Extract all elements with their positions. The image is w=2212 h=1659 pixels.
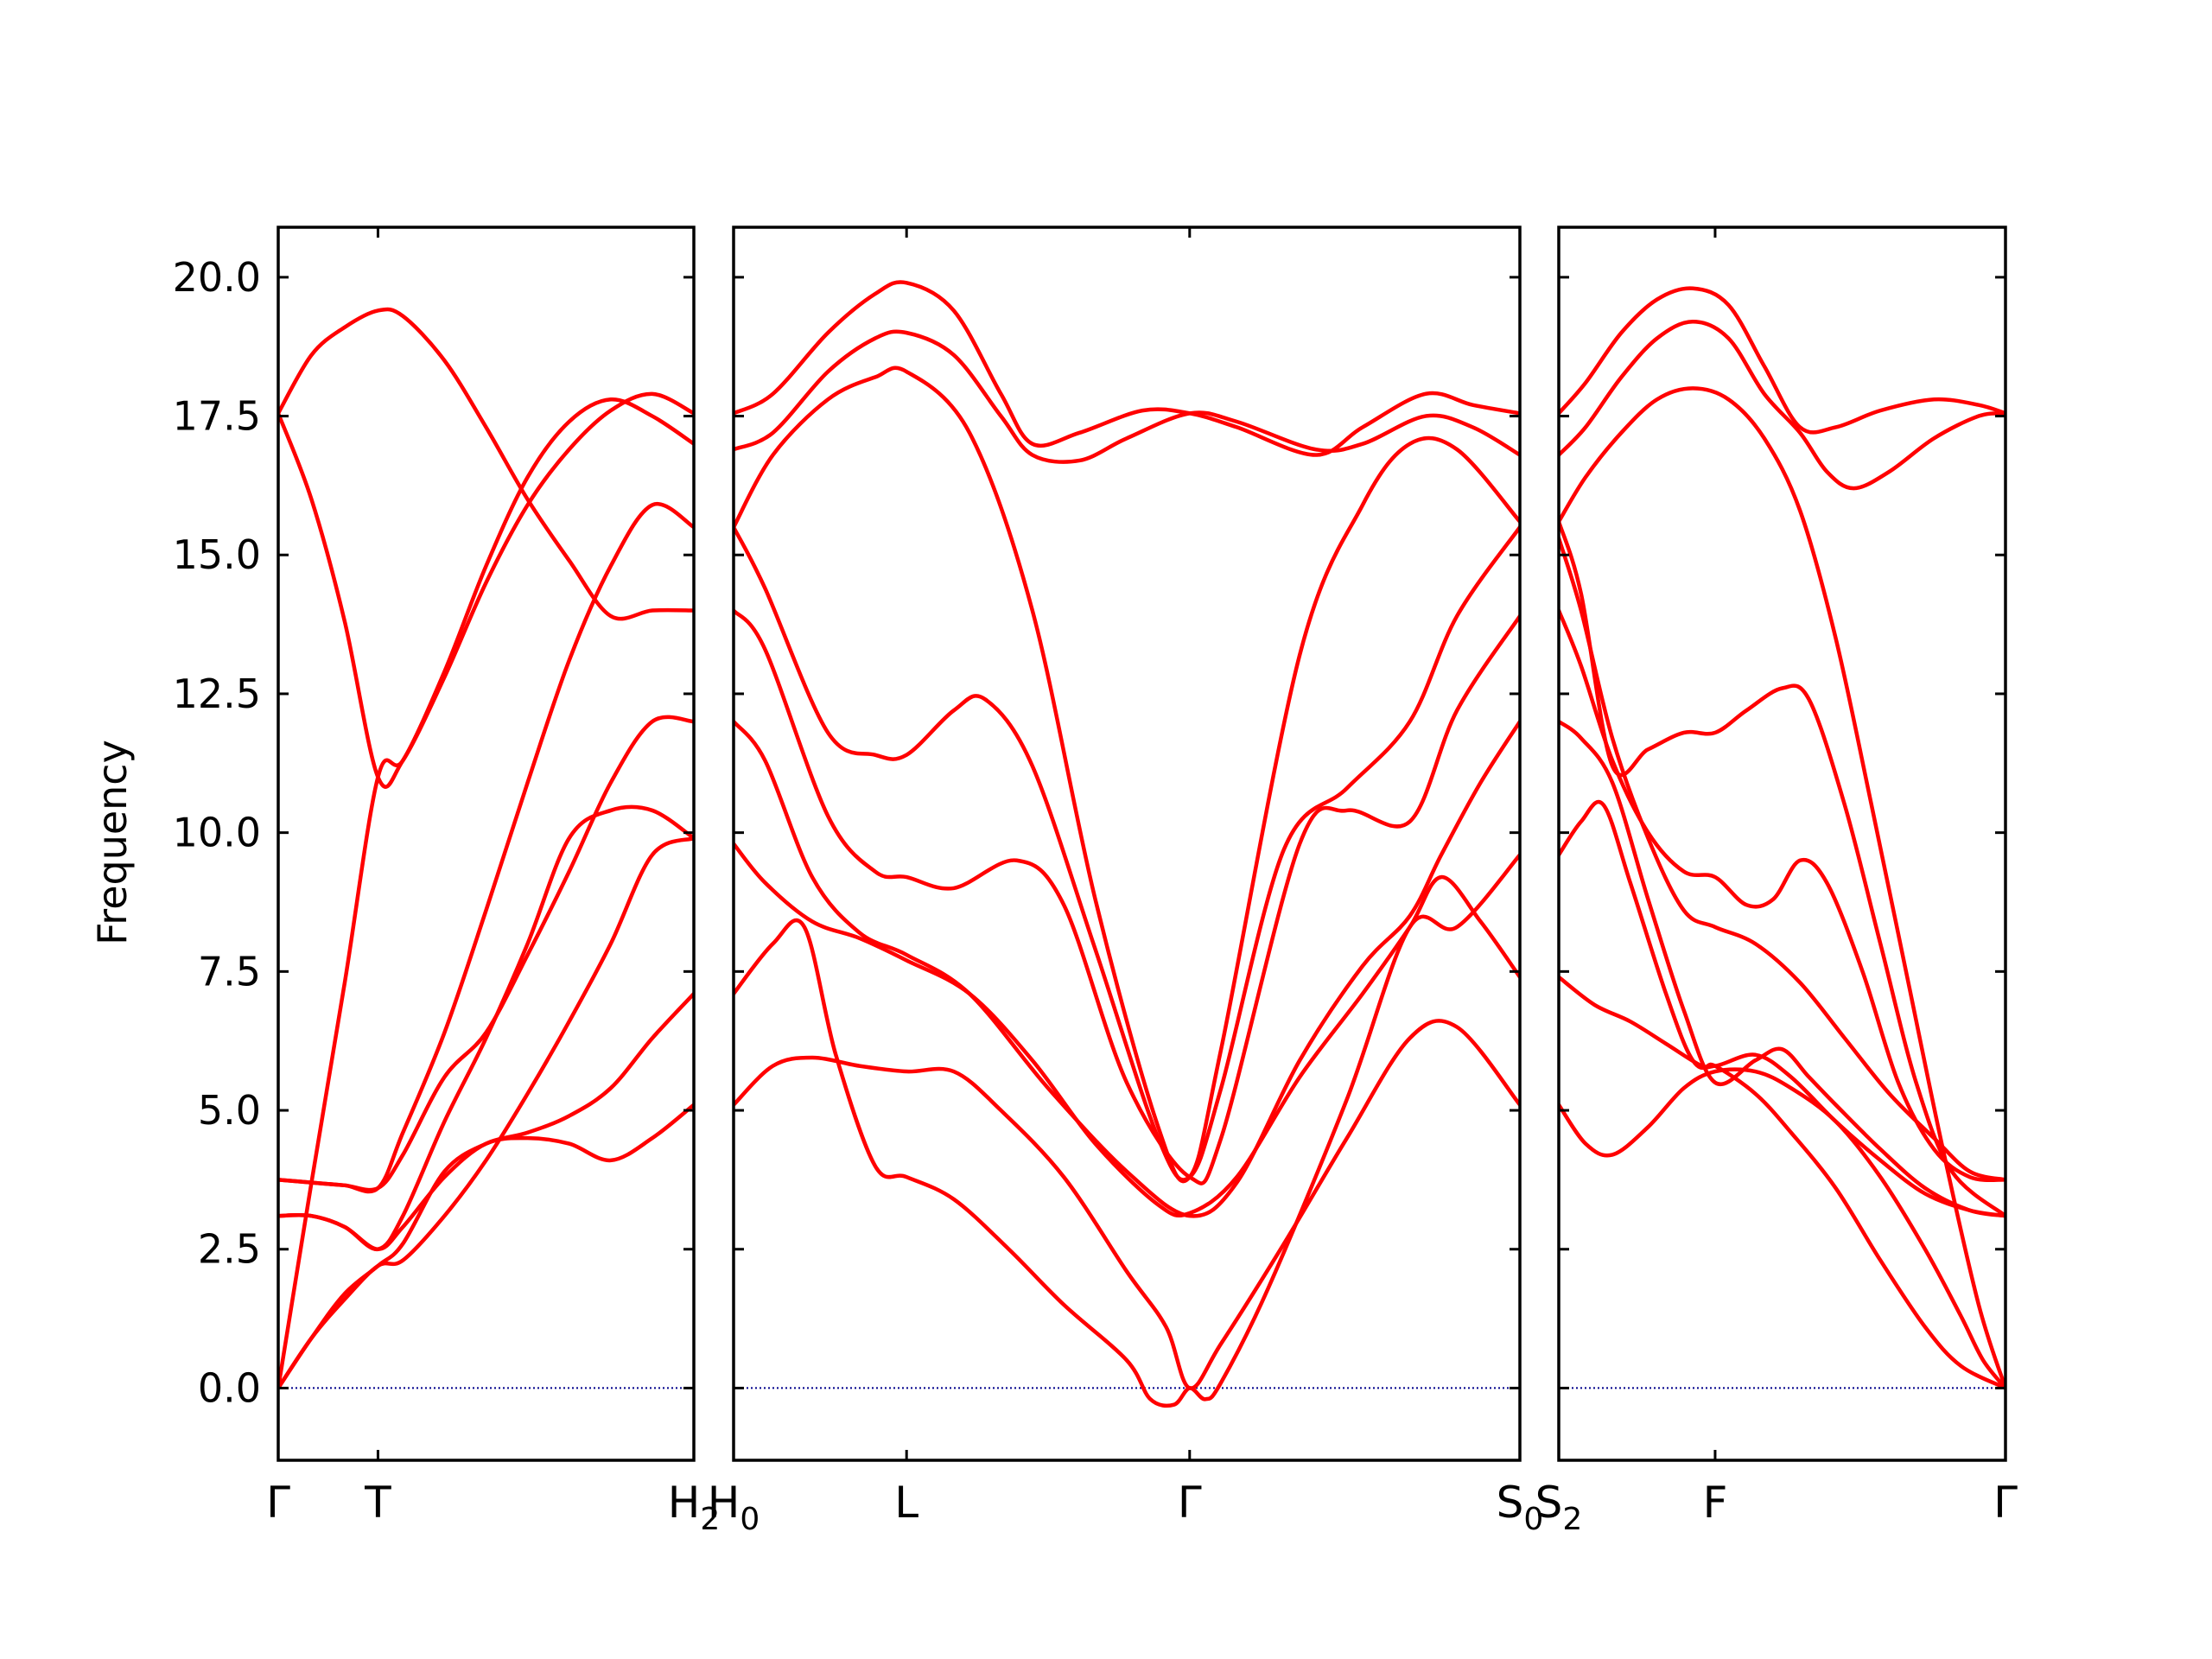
band-line — [1559, 719, 2005, 1218]
band-line — [1559, 799, 2005, 1218]
band-lines — [734, 280, 1520, 1408]
y-tick-label: 2.5 — [198, 1226, 261, 1273]
band-lines — [278, 307, 694, 1390]
band-line — [278, 715, 694, 1192]
high-symmetry-label: Γ — [1993, 1478, 2018, 1528]
band-line — [278, 804, 694, 1251]
high-symmetry-label: S2 — [1535, 1478, 1583, 1537]
band-panel-2: H0 L Γ S0 — [708, 226, 1544, 1537]
y-tick-label: 15.0 — [173, 531, 261, 578]
high-symmetry-label: Γ — [266, 1478, 290, 1528]
band-line — [1559, 975, 2005, 1390]
y-tick-label: 12.5 — [173, 671, 261, 717]
band-line — [1559, 386, 2005, 1390]
band-panel-1: Γ T H2 — [266, 226, 721, 1537]
y-tick-label: 17.5 — [173, 393, 261, 440]
band-line — [734, 280, 1520, 457]
band-panel-3: S2 F Γ — [1535, 226, 2018, 1537]
panel-frame — [732, 226, 1522, 1462]
band-line — [734, 608, 1520, 1185]
y-tick-label: 5.0 — [198, 1087, 261, 1134]
y-tick-label: 0.0 — [198, 1364, 261, 1411]
y-tick-label: 7.5 — [198, 948, 261, 995]
band-line — [1559, 608, 2005, 1183]
y-axis-title: Frequency — [89, 740, 136, 945]
band-line — [734, 853, 1520, 1408]
high-symmetry-label: Γ — [1178, 1478, 1202, 1528]
band-line — [734, 329, 1520, 464]
high-symmetry-label: H0 — [708, 1478, 760, 1537]
high-symmetry-label: F — [1703, 1478, 1728, 1528]
high-symmetry-label: H2 — [668, 1478, 721, 1537]
band-line — [278, 836, 694, 1390]
band-line — [1559, 536, 2005, 1182]
band-line — [734, 365, 1520, 1184]
y-tick-label: 10.0 — [173, 810, 261, 856]
panel-frame — [1557, 226, 2007, 1462]
band-line — [734, 842, 1520, 1218]
band-line — [278, 991, 694, 1390]
band-line — [1559, 286, 2005, 435]
band-lines — [1559, 286, 2005, 1390]
panel-frame — [276, 226, 696, 1462]
band-line — [278, 1103, 694, 1251]
band-line — [278, 307, 694, 621]
band-line — [1559, 1067, 2005, 1390]
high-symmetry-label: L — [894, 1478, 918, 1528]
band-line — [1559, 320, 2005, 491]
band-line — [734, 524, 1520, 1182]
band-line — [278, 501, 694, 1194]
band-line — [1559, 519, 2005, 1218]
band-line — [734, 719, 1520, 1218]
y-tick-label: 20.0 — [173, 254, 261, 301]
high-symmetry-label: S0 — [1497, 1478, 1544, 1537]
high-symmetry-label: T — [364, 1478, 391, 1528]
band-line — [734, 1019, 1520, 1390]
band-line — [278, 391, 694, 789]
